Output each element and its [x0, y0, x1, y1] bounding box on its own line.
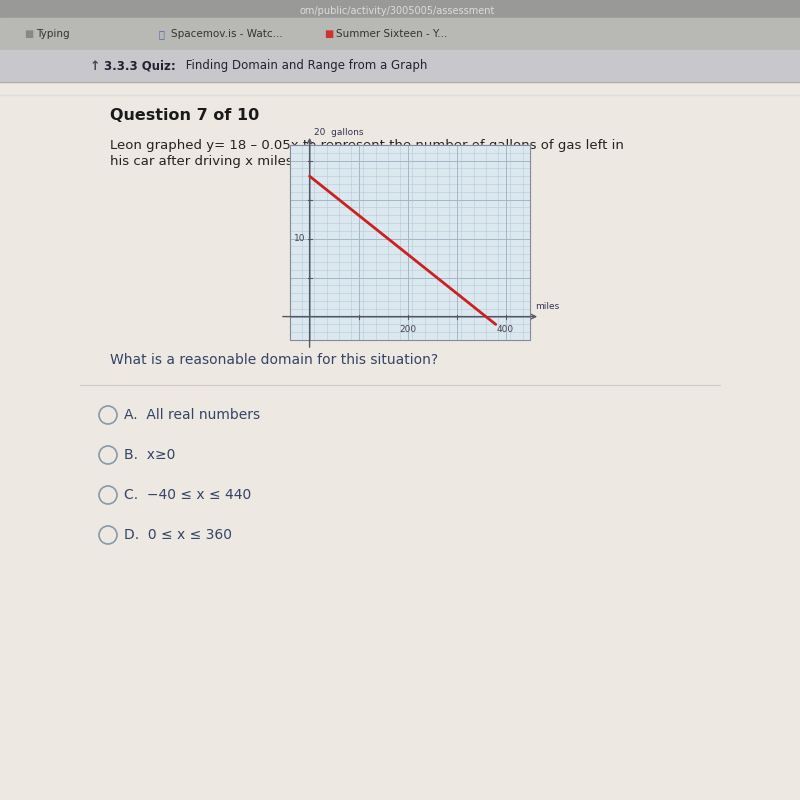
- Bar: [290, 145, 530, 340]
- Text: C.  −40 ≤ x ≤ 440: C. −40 ≤ x ≤ 440: [124, 488, 251, 502]
- Text: ■: ■: [24, 29, 34, 39]
- Text: 10: 10: [294, 234, 306, 243]
- Bar: [290, 145, 530, 340]
- Text: Question 7 of 10: Question 7 of 10: [110, 107, 259, 122]
- Text: Typing: Typing: [36, 29, 70, 39]
- Text: ↑: ↑: [90, 59, 101, 73]
- Bar: [0, 18, 800, 50]
- Text: What is a reasonable domain for this situation?: What is a reasonable domain for this sit…: [110, 353, 438, 367]
- Text: Spacemov.is - Watc...: Spacemov.is - Watc...: [171, 29, 282, 39]
- Bar: [0, 82, 800, 800]
- Text: D.  0 ≤ x ≤ 360: D. 0 ≤ x ≤ 360: [124, 528, 232, 542]
- Text: 20  gallons: 20 gallons: [314, 128, 363, 137]
- Text: Leon graphed y= 18 – 0.05x to represent the number of gallons of gas left in: Leon graphed y= 18 – 0.05x to represent …: [110, 138, 624, 151]
- Bar: [0, 50, 800, 82]
- Text: Finding Domain and Range from a Graph: Finding Domain and Range from a Graph: [182, 59, 427, 73]
- Text: A.  All real numbers: A. All real numbers: [124, 408, 260, 422]
- Text: Summer Sixteen - Y...: Summer Sixteen - Y...: [336, 29, 447, 39]
- Text: 3.3.3 Quiz:: 3.3.3 Quiz:: [104, 59, 176, 73]
- Bar: [0, 0, 800, 20]
- Text: his car after driving x miles.: his car after driving x miles.: [110, 155, 297, 169]
- Text: 400: 400: [497, 325, 514, 334]
- Text: 🌐: 🌐: [159, 29, 165, 39]
- Text: 200: 200: [399, 325, 416, 334]
- Text: ■: ■: [324, 29, 334, 39]
- Text: B.  x≥0: B. x≥0: [124, 448, 175, 462]
- Text: om/public/activity/3005005/assessment: om/public/activity/3005005/assessment: [300, 6, 495, 16]
- Text: miles: miles: [535, 302, 559, 310]
